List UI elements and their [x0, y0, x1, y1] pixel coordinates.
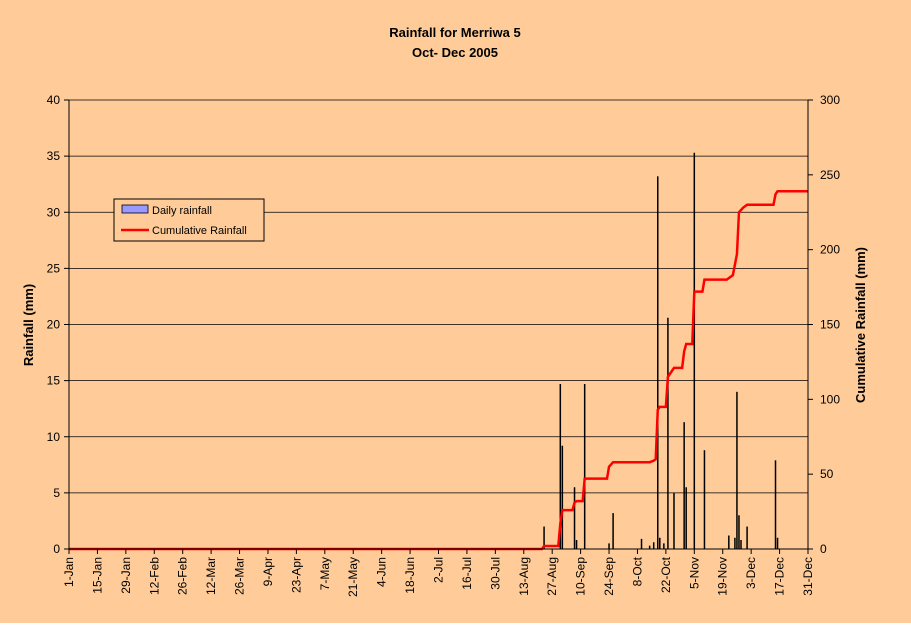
x-tick-label: 5-Nov [687, 557, 701, 589]
daily-rainfall-bar [683, 422, 685, 549]
cumulative-rainfall-line [69, 190, 808, 551]
daily-rainfall-bar [657, 176, 659, 549]
legend: Daily rainfall Cumulative Rainfall [113, 198, 265, 242]
x-tick-label: 12-Mar [204, 557, 218, 595]
y2-tick-label: 0 [820, 542, 827, 556]
daily-rainfall-bar [673, 492, 675, 549]
x-tick-label: 10-Sep [574, 557, 588, 596]
y-tick-label: 15 [47, 374, 61, 388]
chart-title: Rainfall for Merriwa 5 [389, 25, 520, 40]
x-tick-label: 27-Aug [545, 557, 559, 596]
right-axis-tick-labels: 0 50 100 150 200 250 300 [820, 93, 840, 556]
y-tick-label: 5 [53, 486, 60, 500]
x-axis-tick-labels: 1-Jan 15-Jan 29-Jan 12-Feb 26-Feb 12-Mar 26-Ma… [62, 556, 815, 597]
x-tick-label: 8-Oct [630, 556, 644, 586]
legend-bar-swatch [121, 204, 149, 214]
daily-rainfall-bar [543, 526, 545, 549]
x-tick-label: 1-Jan [62, 557, 76, 587]
x-tick-label: 21-May [346, 557, 360, 597]
left-axis-tick-labels: 0 5 10 15 20 25 30 35 40 [47, 93, 61, 556]
x-tick-label: 23-Apr [289, 557, 303, 593]
x-tick-label: 26-Mar [233, 557, 247, 595]
daily-rainfall-bar [693, 152, 696, 549]
y2-axis-label: Cumulative Rainfall (mm) [853, 247, 868, 403]
x-tick-label: 7-May [318, 557, 332, 590]
daily-rainfall-bar [738, 515, 740, 549]
x-tick-label: 30-Jul [488, 557, 502, 590]
y-tick-label: 30 [47, 205, 61, 219]
daily-rainfall-bar [608, 543, 610, 549]
y2-tick-label: 200 [820, 243, 840, 257]
y2-tick-label: 50 [820, 467, 834, 481]
y2-tick-label: 250 [820, 168, 840, 182]
y2-tick-label: 100 [820, 392, 840, 406]
daily-rainfall-bar [612, 513, 614, 549]
y-axis-label: Rainfall (mm) [21, 284, 36, 366]
daily-rainfall-bar [575, 540, 578, 549]
x-tick-label: 29-Jan [119, 557, 133, 594]
legend-label-cumulative: Cumulative Rainfall [152, 225, 247, 237]
daily-rainfall-bar [652, 542, 655, 549]
daily-rainfall-bar [703, 450, 706, 549]
x-tick-label: 17-Dec [773, 557, 787, 596]
x-tick-label: 15-Jan [90, 557, 104, 594]
daily-rainfall-bar [736, 391, 738, 549]
y-tick-label: 35 [47, 149, 61, 163]
x-tick-label: 12-Feb [147, 557, 161, 595]
daily-rainfall-bar [774, 460, 777, 549]
x-tick-label: 9-Apr [261, 557, 275, 586]
daily-rainfall-bars [543, 152, 779, 549]
x-tick-label: 24-Sep [602, 557, 616, 596]
y2-tick-label: 150 [820, 318, 840, 332]
daily-rainfall-bar [685, 487, 687, 549]
daily-rainfall-bar [573, 487, 576, 549]
x-tick-label: 3-Dec [744, 557, 758, 589]
y-tick-label: 0 [53, 542, 60, 556]
daily-rainfall-bar [561, 445, 564, 549]
x-tick-label: 22-Oct [659, 556, 673, 593]
x-tick-label: 16-Jul [460, 557, 474, 590]
x-tick-label: 19-Nov [716, 557, 730, 596]
daily-rainfall-bar [663, 543, 665, 549]
y-tick-label: 25 [47, 261, 61, 275]
x-tick-label: 26-Feb [176, 557, 190, 595]
daily-rainfall-bar [559, 383, 562, 549]
daily-rainfall-bar [728, 535, 730, 549]
x-tick-label: 31-Dec [801, 557, 815, 596]
legend-label-daily: Daily rainfall [152, 205, 212, 217]
daily-rainfall-bar [659, 537, 661, 549]
y-tick-label: 10 [47, 430, 61, 444]
x-tick-label: 18-Jun [403, 557, 417, 594]
x-tick-label: 2-Jul [432, 557, 446, 583]
daily-rainfall-bar [640, 538, 643, 549]
daily-rainfall-bar [740, 540, 742, 549]
axes [64, 99, 813, 554]
daily-rainfall-bar [648, 545, 651, 549]
y-tick-label: 20 [47, 318, 61, 332]
daily-rainfall-bar [583, 383, 586, 549]
daily-rainfall-bar [746, 526, 748, 549]
daily-rainfall-bar [776, 537, 779, 549]
daily-rainfall-bar [667, 317, 669, 549]
y-tick-label: 40 [47, 93, 61, 107]
daily-rainfall-bar [734, 537, 736, 549]
chart-subtitle: Oct- Dec 2005 [412, 45, 498, 60]
x-tick-label: 4-Jun [375, 557, 389, 587]
y2-tick-label: 300 [820, 93, 840, 107]
x-tick-label: 13-Aug [517, 557, 531, 596]
